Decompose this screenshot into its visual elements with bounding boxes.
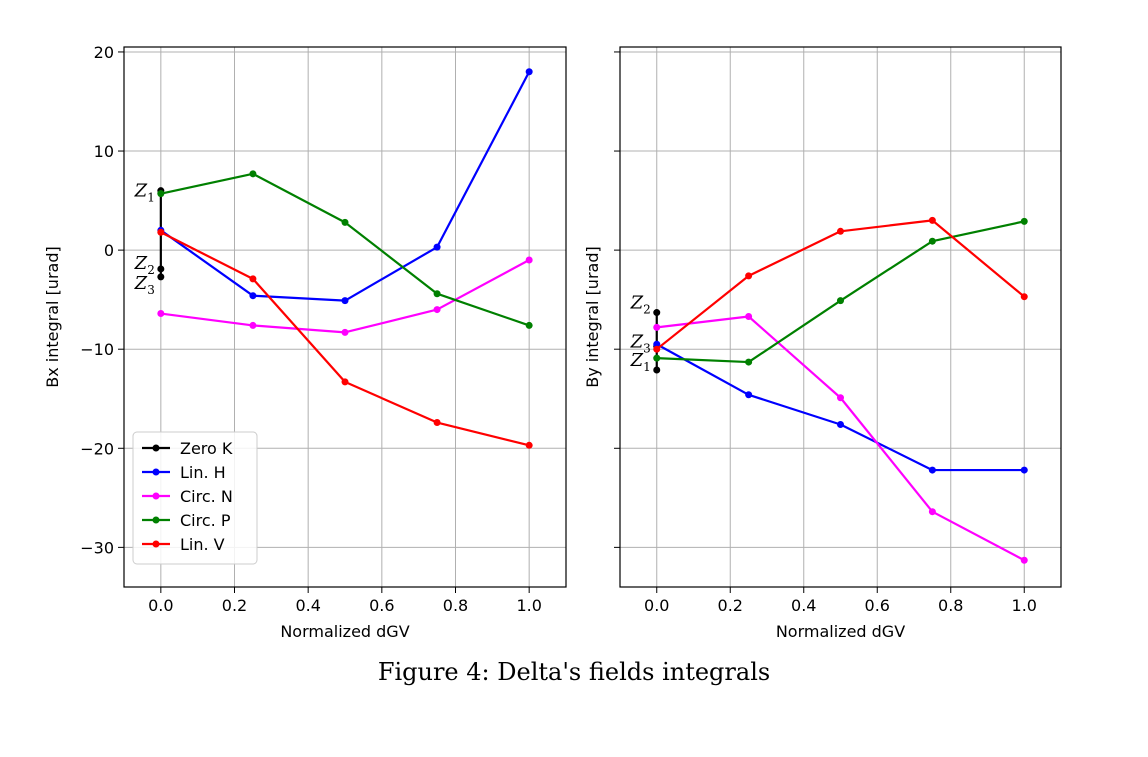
data-point [433,290,441,298]
x-tick-label: 0.6 [865,596,890,615]
data-point [1020,466,1028,474]
legend-marker [152,516,160,524]
y-tick-label: 0 [104,241,114,260]
data-point [525,441,533,449]
legend-marker [152,492,160,500]
legend-marker [152,468,160,476]
legend-box [132,431,258,565]
legend-label: Lin. V [180,535,225,554]
data-point [1020,556,1028,564]
data-point [341,218,349,226]
y-axis-label: Bx integral [urad] [43,246,62,387]
data-point [157,310,165,318]
data-point [928,508,936,516]
data-point [1020,293,1028,301]
data-point [745,358,753,366]
x-tick-label: 0.6 [369,596,394,615]
data-point [928,237,936,245]
data-point [525,256,533,264]
data-point [837,394,844,402]
series-line-circ-n [656,315,1025,562]
data-point [745,272,753,280]
x-tick-label: 0.8 [443,596,468,615]
x-tick-label: 0.2 [718,596,743,615]
data-point [837,421,844,429]
data-point [928,216,936,224]
y-axis-label: By integral [urad] [583,246,602,387]
legend-marker [152,540,160,548]
x-tick-label: 0.0 [148,596,173,615]
series-line-lin-h [160,71,531,302]
data-point [157,265,165,273]
data-point [433,243,441,251]
data-point [341,328,349,336]
data-point [837,227,844,235]
x-axis-label: Normalized dGV [776,622,905,640]
figure-caption: Figure 4: Delta's fields integrals [377,658,771,686]
figure: 0.0 0.2 0.4 0.6 0.8 1.0 20 10 0 −10 −20 −30 Normaliz… [43,43,1062,640]
x-tick-label: 0.0 [644,596,669,615]
x-tick-label: 1.0 [516,596,541,615]
legend-label: Lin. H [180,463,226,482]
data-point [653,366,661,374]
legend-marker [152,444,160,452]
data-point [653,309,661,317]
data-point [928,466,936,474]
data-point [1020,217,1028,225]
x-axis-label: Normalized dGV [280,622,409,640]
data-point [653,340,661,348]
data-point [653,345,661,353]
legend: Zero K Lin. H Circ. N Circ. P Lin. V [132,431,258,565]
data-point [341,297,349,305]
data-point [745,313,753,321]
series-line-lin-v [160,231,530,447]
data-point [249,292,257,300]
x-tick-label: 0.4 [791,596,816,615]
x-tick-label: 0.8 [938,596,963,615]
x-tick-label: 0.2 [222,596,247,615]
data-point [745,391,753,399]
y-tick-label: −10 [80,340,114,359]
data-point [433,306,441,314]
series-line-circ-p [656,220,1025,364]
y-tick-label: 20 [94,43,114,62]
y-tick-label: −30 [80,538,114,557]
data-point [653,354,661,362]
data-point [249,170,257,178]
annotation-z2: Z2 [630,293,651,317]
legend-label: Circ. N [180,487,233,506]
annotation-z1: Z1 [134,181,155,205]
series-line-lin-v [656,219,1025,351]
plot-frame [123,46,567,588]
data-point [653,323,661,331]
data-point [341,378,349,386]
plot-frame [619,46,1062,588]
data-point [525,68,533,76]
data-point [837,297,844,305]
data-point [249,275,257,283]
y-tick-label: −20 [80,439,114,458]
data-point [157,190,165,198]
data-point [157,273,165,281]
legend-label: Circ. P [180,511,231,530]
x-tick-label: 0.4 [295,596,320,615]
data-point [249,321,257,329]
panel-right: 0.0 0.2 0.4 0.6 0.8 1.0 Normalized dGV By integ… [583,46,1062,640]
panel-left: 0.0 0.2 0.4 0.6 0.8 1.0 20 10 0 −10 −20 −30 Normaliz… [43,43,567,640]
x-tick-label: 1.0 [1012,596,1037,615]
data-point [525,321,533,329]
y-tick-label: 10 [94,142,114,161]
data-point [157,228,165,236]
series-line-lin-h [656,343,1025,472]
legend-label: Zero K [180,439,233,458]
data-point [433,419,441,427]
